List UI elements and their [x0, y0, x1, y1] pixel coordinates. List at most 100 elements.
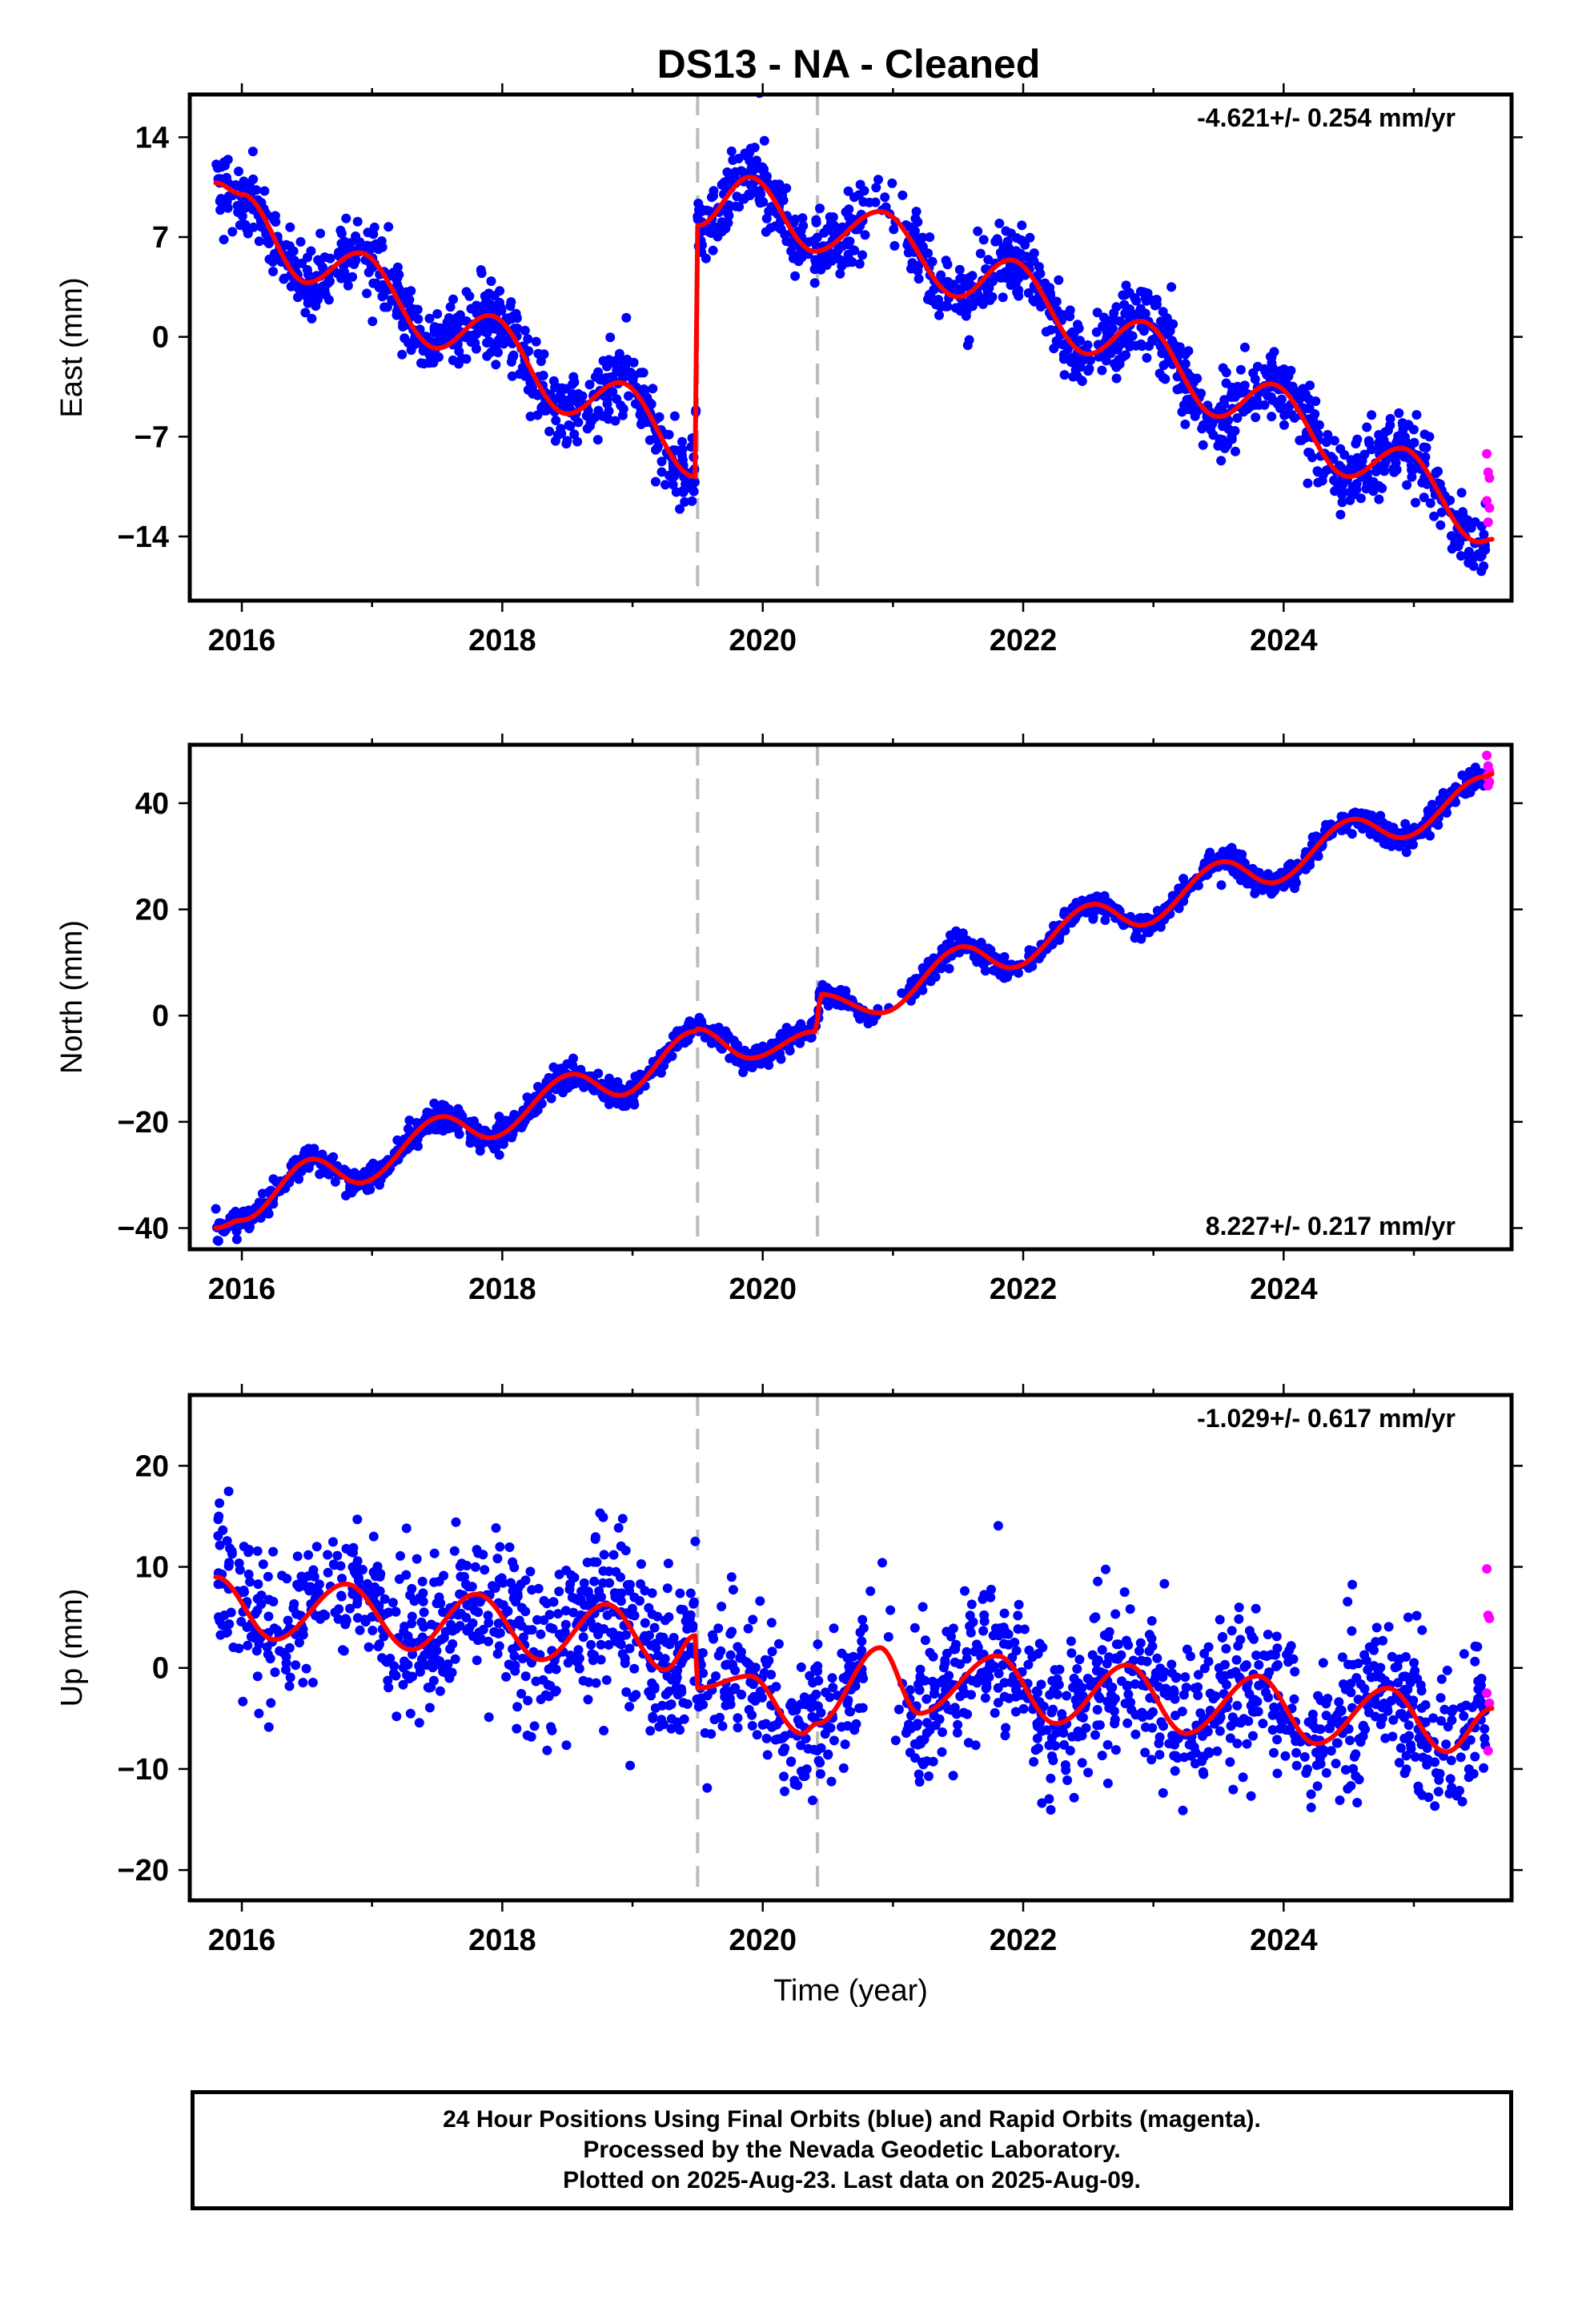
final-orbit-point — [1476, 1674, 1487, 1683]
final-orbit-point — [1339, 450, 1350, 460]
final-orbit-point — [912, 1721, 922, 1731]
final-orbit-point — [733, 1713, 743, 1723]
final-orbit-point — [406, 345, 416, 356]
final-orbit-point — [568, 372, 579, 382]
final-orbit-point — [312, 295, 323, 305]
final-orbit-point — [404, 1116, 415, 1125]
final-orbit-point — [551, 416, 561, 425]
final-orbit-point — [1369, 828, 1379, 838]
final-orbit-point — [323, 1169, 334, 1180]
final-orbit-point — [1362, 478, 1372, 489]
final-orbit-point — [611, 1566, 621, 1577]
final-orbit-point — [268, 267, 279, 276]
final-orbit-point — [722, 167, 733, 177]
final-orbit-point — [341, 213, 351, 223]
final-orbit-point — [1193, 1670, 1203, 1680]
final-orbit-point — [1321, 819, 1331, 830]
final-orbit-point — [1259, 364, 1270, 374]
final-orbit-point — [1026, 945, 1036, 955]
final-orbit-point — [1069, 1792, 1079, 1803]
final-orbit-point — [542, 1745, 552, 1755]
final-orbit-point — [1428, 1713, 1439, 1723]
final-orbit-point — [1312, 1781, 1323, 1791]
final-orbit-point — [254, 236, 264, 247]
final-orbit-point — [293, 292, 303, 303]
final-orbit-point — [642, 417, 652, 428]
final-orbit-point — [1121, 350, 1131, 360]
final-orbit-point — [951, 931, 962, 941]
final-orbit-point — [730, 201, 741, 211]
final-orbit-point — [1456, 551, 1466, 561]
final-orbit-point — [813, 1701, 823, 1711]
final-orbit-point — [531, 336, 541, 347]
final-orbit-point — [1359, 1650, 1370, 1660]
final-orbit-point — [461, 354, 472, 364]
final-orbit-point — [417, 1632, 428, 1642]
x-tick-label: 2016 — [208, 624, 276, 657]
final-orbit-point — [998, 292, 1008, 303]
final-orbit-point — [1299, 1751, 1310, 1762]
final-orbit-point — [685, 1016, 695, 1027]
final-orbit-point — [913, 274, 924, 284]
final-orbit-point — [628, 1096, 639, 1107]
final-orbit-point — [1259, 400, 1270, 410]
final-orbit-point — [383, 222, 394, 232]
final-orbit-point — [885, 1605, 896, 1615]
final-orbit-point — [523, 1695, 533, 1706]
final-orbit-point — [487, 1140, 497, 1150]
final-orbit-point — [592, 435, 603, 445]
final-orbit-point — [1401, 1751, 1411, 1761]
final-orbit-point — [211, 159, 222, 170]
final-orbit-point — [843, 186, 853, 196]
final-orbit-point — [1177, 1707, 1187, 1717]
final-orbit-point — [668, 480, 678, 490]
final-orbit-point — [1419, 429, 1430, 440]
final-orbit-point — [629, 1663, 640, 1674]
y-tick-label: 7 — [152, 221, 169, 255]
final-orbit-point — [1170, 1711, 1180, 1721]
final-orbit-point — [1006, 228, 1016, 239]
final-orbit-point — [387, 1598, 398, 1608]
final-orbit-point — [231, 180, 241, 191]
final-orbit-point — [954, 264, 965, 275]
final-orbit-point — [992, 234, 1002, 244]
final-orbit-point — [1407, 472, 1417, 482]
final-orbit-point — [499, 339, 509, 349]
final-orbit-point — [263, 1722, 274, 1732]
final-orbit-point — [1121, 280, 1131, 291]
final-orbit-point — [1338, 479, 1348, 489]
plot-frame — [187, 92, 1514, 603]
final-orbit-point — [222, 1536, 232, 1546]
final-orbit-point — [527, 1585, 537, 1595]
final-orbit-point — [938, 1727, 947, 1737]
final-orbit-point — [1470, 1751, 1480, 1762]
final-orbit-point — [409, 304, 419, 315]
final-orbit-point — [1066, 357, 1076, 368]
final-orbit-point — [291, 1660, 301, 1671]
final-orbit-point — [936, 270, 946, 280]
final-orbit-point — [1363, 436, 1374, 446]
final-orbit-point — [1022, 251, 1032, 262]
final-orbit-point — [647, 1588, 657, 1598]
final-orbit-point — [466, 337, 476, 348]
final-orbit-point — [1337, 489, 1347, 500]
final-orbit-point — [998, 1638, 1009, 1649]
final-orbit-point — [704, 223, 714, 233]
final-orbit-point — [579, 1578, 589, 1588]
final-orbit-point — [394, 283, 404, 294]
final-orbit-point — [270, 211, 280, 221]
final-orbit-point — [247, 147, 258, 157]
final-orbit-point — [1218, 435, 1228, 445]
final-orbit-point — [525, 377, 536, 388]
final-orbit-point — [539, 349, 549, 360]
final-orbit-point — [454, 346, 464, 356]
final-orbit-point — [925, 232, 935, 243]
final-orbit-point — [1442, 1665, 1452, 1675]
final-orbit-point — [518, 1632, 528, 1642]
final-orbit-point — [507, 371, 517, 381]
final-orbit-point — [698, 1668, 709, 1679]
final-orbit-point — [1091, 327, 1102, 337]
final-orbit-point — [917, 963, 928, 973]
